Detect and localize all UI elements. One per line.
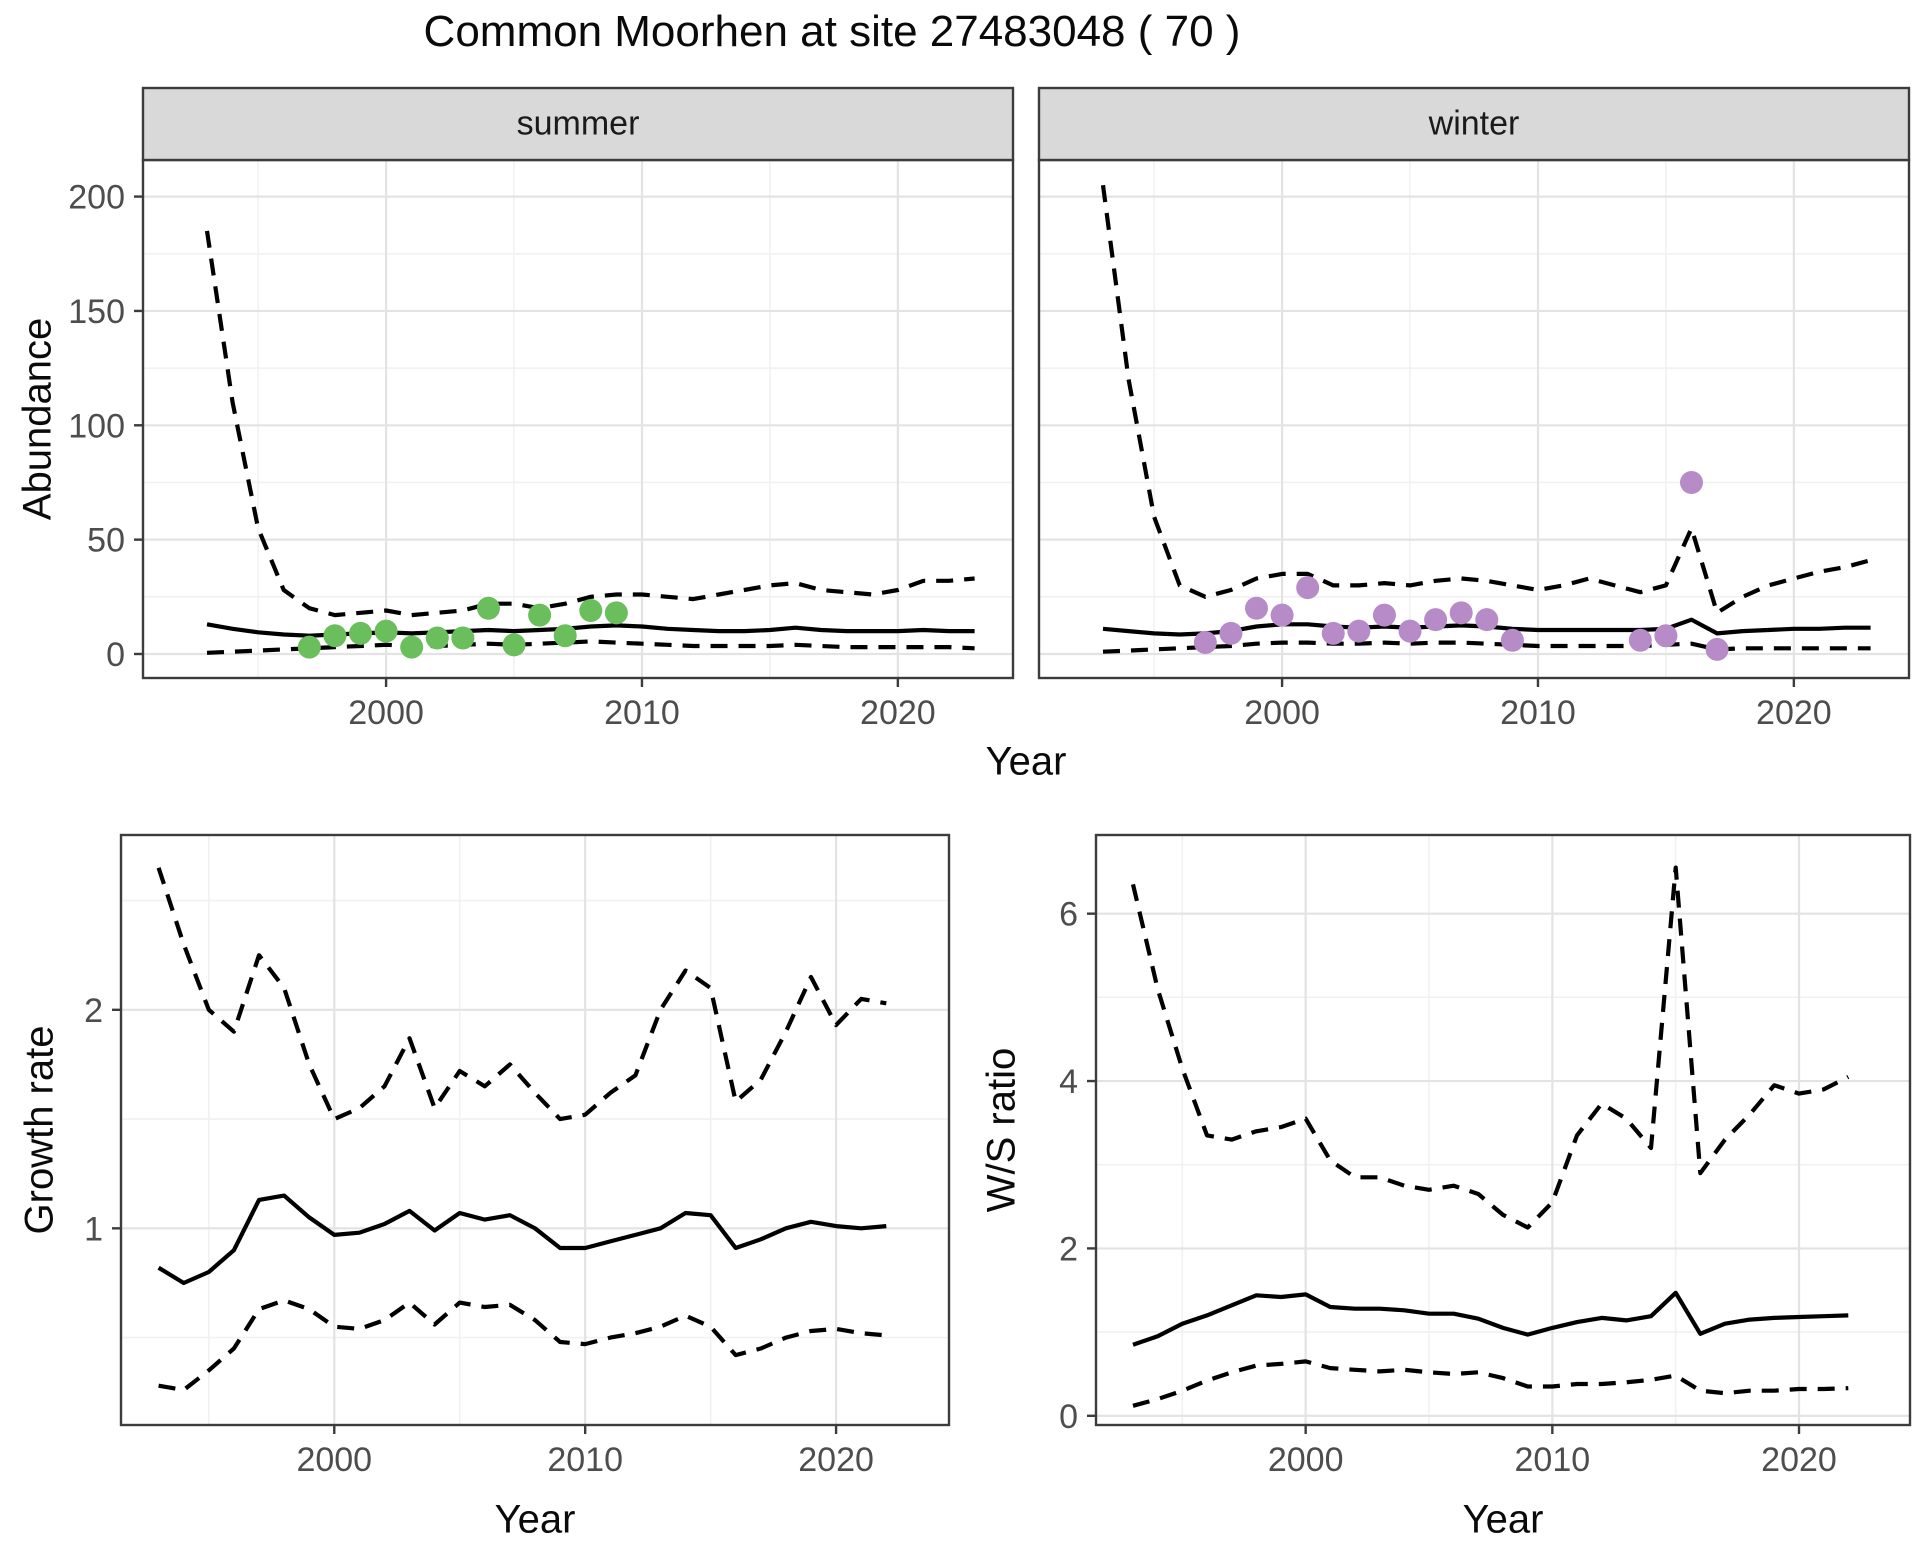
y-axis-title-abundance: Abundance	[15, 317, 60, 521]
y-tick-label: 100	[68, 407, 125, 445]
data-point-winter	[1680, 470, 1703, 494]
x-tick-label: 2000	[1244, 694, 1320, 732]
series-upper_90CI	[156, 867, 887, 1122]
series-upper_90CI	[204, 230, 975, 618]
data-point-summer	[374, 619, 398, 643]
data-point-summer	[400, 635, 424, 659]
data-point-winter	[1193, 631, 1217, 655]
data-point-winter	[1270, 603, 1294, 627]
data-point-winter	[1372, 603, 1396, 627]
data-point-summer	[451, 626, 475, 650]
x-tick-label: 2020	[1761, 1441, 1837, 1479]
y-tick-label: 4	[1059, 1063, 1078, 1101]
data-point-summer	[425, 626, 449, 650]
data-point-winter	[1347, 619, 1371, 643]
x-tick-label: 2020	[1756, 694, 1832, 732]
x-tick-label: 2010	[1515, 1441, 1591, 1479]
x-tick-label: 2000	[296, 1441, 372, 1479]
x-tick-label: 2010	[547, 1441, 623, 1479]
data-point-winter	[1321, 621, 1345, 645]
facet-strip-winter: winter	[1428, 104, 1520, 143]
x-tick-label: 2020	[860, 694, 936, 732]
data-point-summer	[297, 635, 321, 659]
x-axis-title-year-growth: Year	[494, 1497, 576, 1542]
data-point-winter	[1705, 637, 1729, 661]
y-tick-label: 2	[84, 992, 103, 1030]
facet-strip-summer: summer	[516, 104, 640, 143]
series-lower_90CI	[158, 1298, 887, 1393]
x-axis-title-year-ws: Year	[1462, 1497, 1544, 1542]
series-upper_90CI	[1130, 865, 1850, 1230]
panel-background	[121, 835, 949, 1425]
panel-border	[1094, 833, 1912, 1427]
y-tick-label: 50	[87, 522, 125, 560]
x-tick-label: 2000	[1268, 1441, 1344, 1479]
x-tick-label: 2000	[348, 694, 424, 732]
data-point-winter	[1500, 628, 1524, 652]
data-point-summer	[323, 624, 347, 648]
series-upper_90CI	[1100, 184, 1872, 615]
x-axis-title-year-top: Year	[985, 739, 1067, 784]
y-tick-label: 0	[106, 636, 125, 674]
panel-background	[1039, 160, 1909, 678]
data-point-winter	[1398, 619, 1422, 643]
data-point-summer	[528, 603, 552, 627]
x-tick-label: 2020	[798, 1441, 874, 1479]
y-tick-label: 200	[68, 179, 125, 217]
data-point-winter	[1245, 596, 1268, 620]
data-point-summer	[502, 633, 526, 657]
data-point-summer	[476, 596, 500, 620]
y-tick-label: 2	[1059, 1230, 1078, 1268]
y-tick-label: 1	[84, 1210, 103, 1248]
data-point-summer	[579, 599, 603, 623]
y-tick-label: 6	[1059, 896, 1078, 934]
data-point-winter	[1654, 624, 1678, 648]
x-tick-label: 2010	[1500, 694, 1576, 732]
series-median	[1132, 1290, 1849, 1347]
y-tick-label: 0	[1059, 1398, 1078, 1436]
y-tick-label: 150	[68, 293, 125, 331]
data-point-winter	[1628, 628, 1652, 652]
plot-title: Common Moorhen at site 27483048 ( 70 )	[423, 7, 1241, 56]
data-point-winter	[1219, 621, 1243, 645]
data-point-summer	[604, 601, 628, 625]
panel-background	[1096, 835, 1910, 1425]
facet-strip	[141, 86, 1015, 162]
panel-border	[119, 833, 951, 1427]
y-axis-title-growth-rate: Growth rate	[17, 1025, 62, 1235]
x-tick-label: 2010	[604, 694, 680, 732]
facet-strip	[1037, 86, 1911, 162]
series-median	[157, 1193, 887, 1286]
data-point-winter	[1296, 576, 1320, 600]
data-point-winter	[1424, 608, 1448, 632]
y-axis-title-ws-ratio: W/S ratio	[979, 1047, 1024, 1213]
data-point-summer	[349, 621, 372, 645]
data-point-winter	[1449, 601, 1473, 625]
data-point-winter	[1475, 608, 1499, 632]
series-lower_90CI	[1132, 1359, 1849, 1408]
data-point-summer	[553, 624, 577, 648]
series-lower_90CI	[1102, 640, 1871, 654]
